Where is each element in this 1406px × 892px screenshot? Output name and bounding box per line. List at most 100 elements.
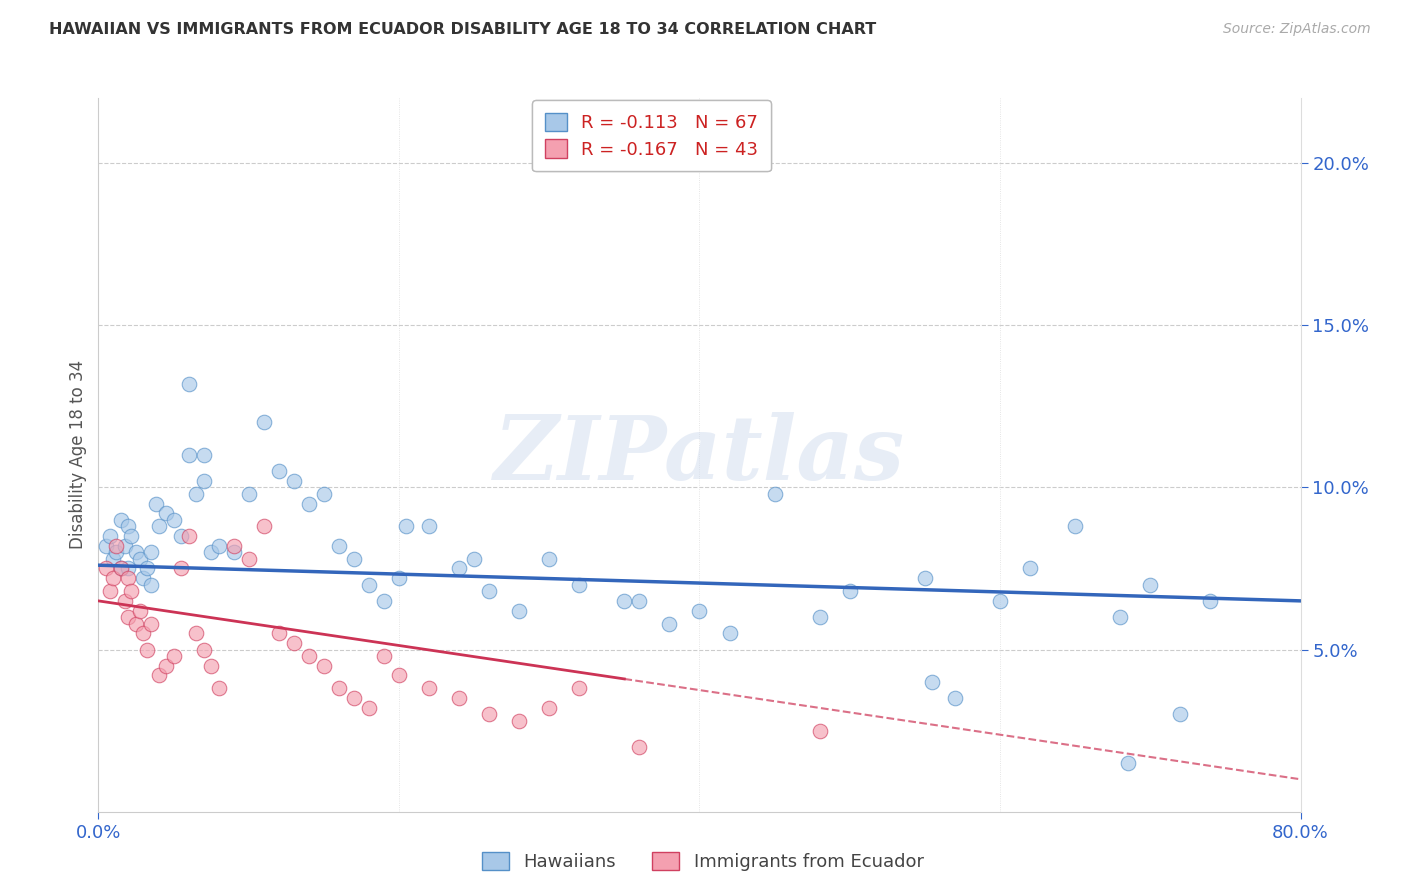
Point	[388, 668, 411, 682]
Point	[763, 487, 786, 501]
Point	[117, 610, 139, 624]
Point	[135, 642, 157, 657]
Point	[103, 571, 125, 585]
Point	[568, 681, 591, 696]
Point	[312, 658, 335, 673]
Point	[121, 584, 143, 599]
Point	[162, 648, 184, 663]
Point	[135, 561, 157, 575]
Point	[658, 616, 681, 631]
Point	[357, 577, 380, 591]
Point	[267, 464, 290, 478]
Point	[418, 519, 440, 533]
Point	[238, 551, 260, 566]
Point	[132, 626, 155, 640]
Point	[463, 551, 485, 566]
Point	[568, 577, 591, 591]
Point	[184, 487, 207, 501]
Point	[105, 545, 128, 559]
Point	[538, 701, 561, 715]
Point	[193, 474, 215, 488]
Point	[114, 539, 136, 553]
Point	[395, 519, 418, 533]
Point	[447, 691, 470, 706]
Point	[357, 701, 380, 715]
Point	[105, 539, 128, 553]
Point	[253, 519, 276, 533]
Point	[628, 739, 651, 754]
Point	[328, 539, 350, 553]
Point	[155, 658, 177, 673]
Point	[613, 594, 636, 608]
Point	[838, 584, 860, 599]
Point	[283, 474, 305, 488]
Point	[193, 642, 215, 657]
Text: ZIPatlas: ZIPatlas	[494, 412, 905, 498]
Point	[478, 707, 501, 722]
Point	[283, 636, 305, 650]
Point	[1109, 610, 1132, 624]
Point	[94, 561, 117, 575]
Point	[170, 529, 193, 543]
Text: HAWAIIAN VS IMMIGRANTS FROM ECUADOR DISABILITY AGE 18 TO 34 CORRELATION CHART: HAWAIIAN VS IMMIGRANTS FROM ECUADOR DISA…	[49, 22, 876, 37]
Point	[914, 571, 936, 585]
Point	[508, 714, 530, 728]
Point	[1064, 519, 1087, 533]
Point	[689, 604, 711, 618]
Legend: Hawaiians, Immigrants from Ecuador: Hawaiians, Immigrants from Ecuador	[475, 845, 931, 879]
Point	[718, 626, 741, 640]
Point	[170, 561, 193, 575]
Point	[1116, 756, 1139, 770]
Point	[103, 551, 125, 566]
Point	[100, 584, 122, 599]
Point	[200, 658, 222, 673]
Point	[155, 506, 177, 520]
Point	[253, 416, 276, 430]
Point	[988, 594, 1011, 608]
Point	[121, 529, 143, 543]
Point	[132, 571, 155, 585]
Point	[808, 723, 831, 738]
Point	[208, 539, 231, 553]
Point	[129, 604, 152, 618]
Point	[148, 519, 170, 533]
Point	[177, 448, 200, 462]
Point	[184, 626, 207, 640]
Point	[628, 594, 651, 608]
Point	[177, 529, 200, 543]
Point	[298, 648, 321, 663]
Point	[238, 487, 260, 501]
Point	[110, 513, 132, 527]
Point	[343, 551, 366, 566]
Point	[373, 648, 395, 663]
Point	[1170, 707, 1192, 722]
Point	[110, 561, 132, 575]
Point	[478, 584, 501, 599]
Point	[100, 529, 122, 543]
Text: Source: ZipAtlas.com: Source: ZipAtlas.com	[1223, 22, 1371, 37]
Point	[267, 626, 290, 640]
Point	[208, 681, 231, 696]
Point	[125, 616, 148, 631]
Point	[343, 691, 366, 706]
Point	[388, 571, 411, 585]
Y-axis label: Disability Age 18 to 34: Disability Age 18 to 34	[69, 360, 87, 549]
Point	[129, 551, 152, 566]
Point	[148, 668, 170, 682]
Point	[114, 594, 136, 608]
Point	[808, 610, 831, 624]
Point	[145, 497, 167, 511]
Point	[222, 545, 245, 559]
Point	[943, 691, 966, 706]
Point	[298, 497, 321, 511]
Point	[447, 561, 470, 575]
Point	[177, 376, 200, 391]
Point	[508, 604, 530, 618]
Legend: R = -0.113   N = 67, R = -0.167   N = 43: R = -0.113 N = 67, R = -0.167 N = 43	[533, 100, 770, 171]
Point	[94, 539, 117, 553]
Point	[193, 448, 215, 462]
Point	[200, 545, 222, 559]
Point	[373, 594, 395, 608]
Point	[139, 616, 162, 631]
Point	[921, 675, 943, 690]
